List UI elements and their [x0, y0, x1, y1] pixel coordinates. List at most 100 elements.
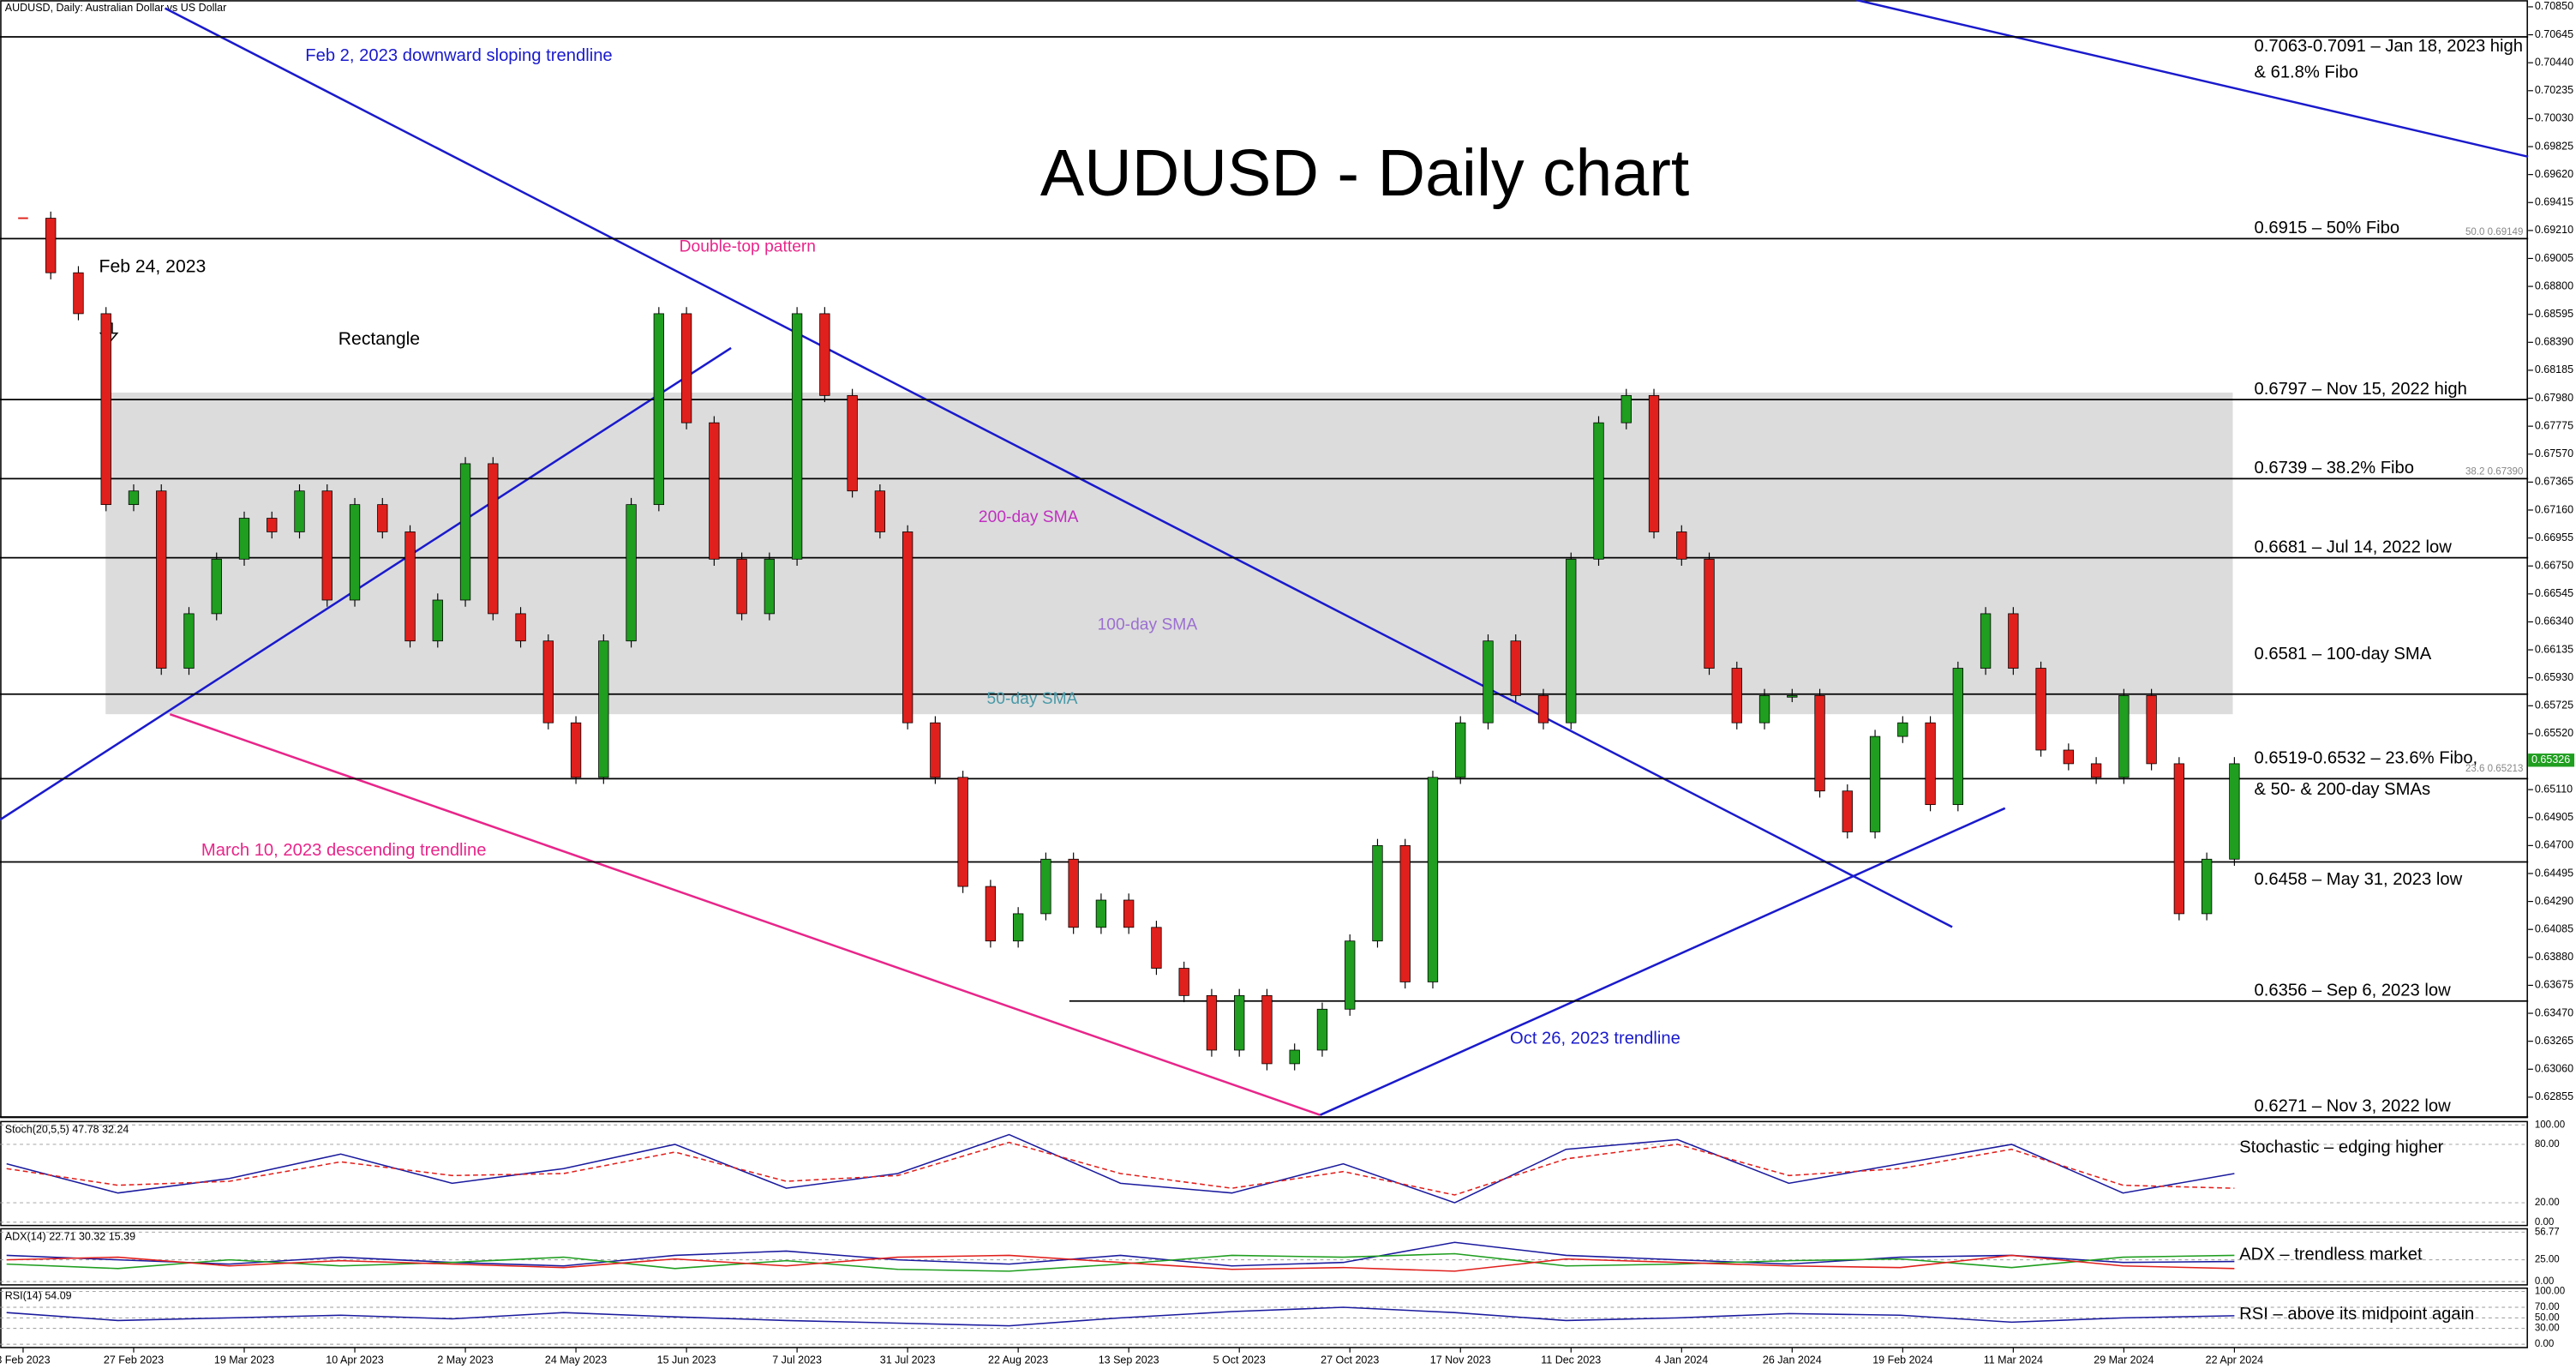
x-tick-label: 26 Jan 2024: [1763, 1354, 1822, 1366]
y-tick-label: 0.63880: [2535, 951, 2573, 963]
x-tick-label: 22 Aug 2023: [988, 1354, 1048, 1366]
indicator-label: ADX – trendless market: [2239, 1246, 2423, 1264]
x-tick-label: 27 Oct 2023: [1321, 1354, 1379, 1366]
candle: [1897, 722, 1908, 737]
candle: [1399, 844, 1411, 982]
chart-header: AUDUSD, Daily: Australian Dollar vs US D…: [5, 2, 227, 14]
candle: [1151, 927, 1162, 969]
y-tick-label: 0.65520: [2535, 727, 2573, 739]
candle: [45, 218, 57, 273]
candle: [736, 558, 747, 615]
y-tick-label: 0.68390: [2535, 336, 2573, 348]
candle: [2008, 613, 2019, 669]
indicator-tick-label: 30.00: [2535, 1324, 2560, 1334]
candle: [2090, 763, 2102, 778]
x-tick-label: 5 Oct 2023: [1213, 1354, 1266, 1366]
candle: [294, 490, 305, 532]
indicator-label: RSI – above its midpoint again: [2239, 1305, 2474, 1324]
candle: [1234, 994, 1245, 1051]
candle: [1289, 1049, 1300, 1065]
price-tag-box: [2528, 754, 2575, 767]
x-tick-label: 19 Mar 2023: [214, 1354, 274, 1366]
candle: [985, 886, 997, 942]
candle: [1925, 722, 1936, 806]
x-tick-label: 19 Feb 2024: [1872, 1354, 1932, 1366]
x-tick-label: 31 Jul 2023: [880, 1354, 936, 1366]
x-tick-label: 3 Feb 2023: [0, 1354, 51, 1366]
y-tick-label: 0.70030: [2535, 112, 2573, 124]
y-tick-label: 0.64905: [2535, 811, 2573, 823]
y-tick-label: 0.63060: [2535, 1063, 2573, 1075]
indicator-header: Stoch(20,5,5) 47.78 32.24: [5, 1123, 129, 1135]
indicator-header: ADX(14) 22.71 30.32 15.39: [5, 1230, 135, 1242]
y-tick-label: 0.67980: [2535, 392, 2573, 404]
annotation: Feb 2, 2023 downward sloping trendline: [305, 46, 612, 65]
candle: [653, 313, 664, 506]
candle: [2229, 763, 2240, 860]
indicator-tick-label: 0.00: [2535, 1217, 2554, 1228]
candle: [1123, 899, 1135, 928]
indicator-header: RSI(14) 54.09: [5, 1290, 72, 1302]
y-tick-label: 0.67160: [2535, 503, 2573, 515]
y-tick-label: 0.63265: [2535, 1035, 2573, 1047]
annotation: Oct 26, 2023 trendline: [1510, 1030, 1680, 1048]
indicator-label: Stochastic – edging higher: [2239, 1138, 2443, 1157]
candle: [267, 518, 278, 532]
annotation: Feb 24, 2023: [99, 256, 207, 276]
y-tick-label: 0.68595: [2535, 308, 2573, 320]
candle: [570, 722, 582, 778]
candle: [183, 613, 195, 669]
candle: [1704, 558, 1715, 669]
candle: [819, 313, 830, 396]
candle: [626, 504, 637, 642]
candle: [128, 490, 140, 506]
x-tick-label: 10 Apr 2023: [326, 1354, 383, 1366]
candle: [404, 531, 416, 642]
y-tick-label: 0.66545: [2535, 587, 2573, 599]
x-tick-label: 2 May 2023: [437, 1354, 493, 1366]
candle: [1869, 736, 1881, 832]
y-tick-label: 0.66340: [2535, 615, 2573, 627]
candle: [1068, 858, 1079, 928]
candle: [1510, 640, 1521, 696]
candle: [238, 518, 250, 560]
candle: [211, 558, 222, 615]
indicator-tick-label: 20.00: [2535, 1198, 2560, 1208]
indicator-line: [6, 1254, 2235, 1272]
y-tick-label: 0.70645: [2535, 28, 2573, 40]
level-label: & 50- & 200-day SMAs: [2254, 780, 2430, 799]
y-tick-label: 0.70235: [2535, 84, 2573, 96]
candle: [377, 504, 388, 532]
indicator-tick-label: 100.00: [2535, 1120, 2565, 1130]
candle: [1758, 694, 1770, 724]
y-tick-label: 0.64700: [2535, 839, 2573, 851]
candle: [1095, 899, 1107, 928]
candle: [1012, 913, 1024, 942]
indicator-tick-label: 56.77: [2535, 1227, 2560, 1237]
candle: [1537, 694, 1549, 724]
candle: [598, 640, 609, 778]
trendlines: [0, 0, 2529, 1116]
candle: [1455, 722, 1466, 778]
candle: [1952, 668, 1963, 806]
x-tick-label: 24 May 2023: [545, 1354, 607, 1366]
annotation: 100-day SMA: [1098, 615, 1198, 633]
x-tick-label: 7 Jul 2023: [772, 1354, 822, 1366]
candle: [1842, 790, 1853, 832]
indicator-tick-label: 0.00: [2535, 1339, 2554, 1349]
candle: [488, 463, 499, 615]
candle: [2173, 763, 2185, 915]
annotation: March 10, 2023 descending trendline: [201, 841, 487, 860]
level-label: 0.6519-0.6532 – 23.6% Fibo,: [2254, 749, 2477, 768]
candle: [1483, 640, 1494, 724]
candle: [2146, 694, 2157, 765]
candle: [2035, 668, 2046, 751]
candle: [1648, 394, 1660, 532]
candle: [1980, 613, 1992, 669]
candle: [73, 272, 84, 315]
candle: [764, 558, 776, 615]
candle: [1676, 531, 1687, 560]
level-label: 0.6581 – 100-day SMA: [2254, 645, 2431, 663]
x-tick-label: 15 Jun 2023: [657, 1354, 716, 1366]
level-label: 0.6271 – Nov 3, 2022 low: [2254, 1097, 2451, 1116]
